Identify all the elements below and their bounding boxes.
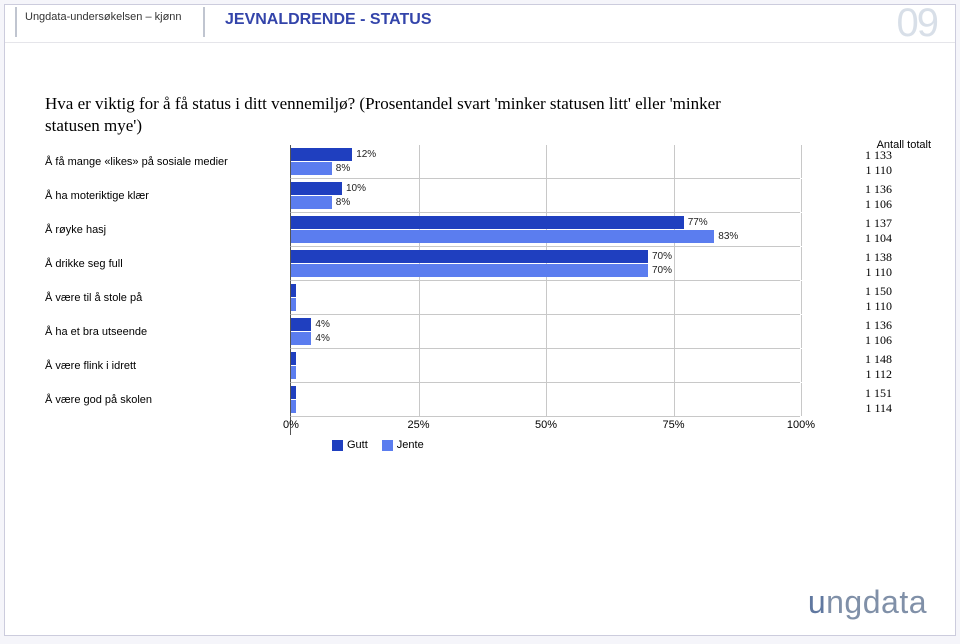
chart-row: Å være til å stole på 1 1501 110 xyxy=(45,281,925,315)
count-cell: 1 1381 110 xyxy=(800,247,910,281)
count-cell: 1 1361 106 xyxy=(800,315,910,349)
category-label: Å få mange «likes» på sosiale medier xyxy=(45,145,290,179)
count-cell: 1 1331 110 xyxy=(800,145,910,179)
count-value: 1 106 xyxy=(865,197,892,211)
legend-label: Gutt xyxy=(347,439,368,451)
bar-value-label: 4% xyxy=(311,318,329,331)
x-tick-label: 100% xyxy=(787,419,815,431)
chart-row: Å være flink i idrett 1 1481 112 xyxy=(45,349,925,383)
bar: 77% xyxy=(291,216,684,229)
bar-value-label: 8% xyxy=(332,196,350,209)
bar-group xyxy=(290,281,800,315)
count-value: 1 110 xyxy=(865,299,892,313)
legend-swatch xyxy=(382,440,393,451)
bar: 70% xyxy=(291,264,648,277)
bar-value-label: 4% xyxy=(311,332,329,345)
bar-group: 70%70% xyxy=(290,247,800,281)
bar-value-label: 83% xyxy=(714,230,738,243)
count-value: 1 110 xyxy=(865,163,892,177)
bar-value-label: 8% xyxy=(332,162,350,175)
slide-page: { "header": { "survey_label": "Ungdata-u… xyxy=(4,4,956,636)
x-tick-label: 50% xyxy=(535,419,557,431)
category-label: Å være god på skolen xyxy=(45,383,290,417)
x-axis: 0% 25% 50% 75% 100% xyxy=(45,417,925,435)
bar xyxy=(291,298,296,311)
bar-group: 4%4% xyxy=(290,315,800,349)
bar: 10% xyxy=(291,182,342,195)
count-value: 1 114 xyxy=(865,401,892,415)
slide-number: 09 xyxy=(897,1,938,46)
category-label: Å ha moteriktige klær xyxy=(45,179,290,213)
chart-row: Å få mange «likes» på sosiale medier12%8… xyxy=(45,145,925,179)
category-label: Å røyke hasj xyxy=(45,213,290,247)
x-tick-label: 75% xyxy=(662,419,684,431)
bar xyxy=(291,400,296,413)
count-value: 1 136 xyxy=(865,182,892,196)
count-value: 1 150 xyxy=(865,284,892,298)
bar xyxy=(291,352,296,365)
bar: 8% xyxy=(291,196,332,209)
page-title: JEVNALDRENDE - STATUS xyxy=(205,7,432,29)
bar-value-label: 70% xyxy=(648,264,672,277)
header: Ungdata-undersøkelsen – kjønn JEVNALDREN… xyxy=(5,5,955,43)
bar-value-label: 12% xyxy=(352,148,376,161)
survey-label: Ungdata-undersøkelsen – kjønn xyxy=(15,7,205,37)
legend-swatch xyxy=(332,440,343,451)
bar-group xyxy=(290,349,800,383)
x-tick-label: 0% xyxy=(283,419,299,431)
count-value: 1 148 xyxy=(865,352,892,366)
bar: 12% xyxy=(291,148,352,161)
chart-row: Å ha et bra utseende4%4%1 1361 106 xyxy=(45,315,925,349)
logo: ungdata xyxy=(808,584,927,621)
category-label: Å drikke seg full xyxy=(45,247,290,281)
bar: 8% xyxy=(291,162,332,175)
bar-group: 77%83% xyxy=(290,213,800,247)
count-value: 1 110 xyxy=(865,265,892,279)
legend-item: Jente xyxy=(382,439,424,451)
category-label: Å ha et bra utseende xyxy=(45,315,290,349)
bar xyxy=(291,284,296,297)
bar-group xyxy=(290,383,800,417)
count-value: 1 137 xyxy=(865,216,892,230)
count-cell: 1 1501 110 xyxy=(800,281,910,315)
chart-row: Å røyke hasj77%83%1 1371 104 xyxy=(45,213,925,247)
category-label: Å være flink i idrett xyxy=(45,349,290,383)
grouped-bar-chart: Å få mange «likes» på sosiale medier12%8… xyxy=(45,145,925,435)
legend-label: Jente xyxy=(397,439,424,451)
bar-group: 12%8% xyxy=(290,145,800,179)
legend-item: Gutt xyxy=(332,439,368,451)
bar: 70% xyxy=(291,250,648,263)
count-cell: 1 1481 112 xyxy=(800,349,910,383)
count-cell: 1 1511 114 xyxy=(800,383,910,417)
chart-row: Å ha moteriktige klær10%8%1 1361 106 xyxy=(45,179,925,213)
count-value: 1 136 xyxy=(865,318,892,332)
chart-container: Antall totalt Å få mange «likes» på sosi… xyxy=(5,145,955,451)
bar-group: 10%8% xyxy=(290,179,800,213)
bar xyxy=(291,366,296,379)
x-tick-label: 25% xyxy=(407,419,429,431)
count-value: 1 138 xyxy=(865,250,892,264)
chart-row: Å være god på skolen 1 1511 114 xyxy=(45,383,925,417)
bar: 4% xyxy=(291,332,311,345)
count-value: 1 112 xyxy=(865,367,892,381)
bar-value-label: 70% xyxy=(648,250,672,263)
count-value: 1 104 xyxy=(865,231,892,245)
count-cell: 1 1361 106 xyxy=(800,179,910,213)
count-value: 1 133 xyxy=(865,148,892,162)
question-text: Hva er viktig for å få status i ditt ven… xyxy=(5,43,765,145)
chart-row: Å drikke seg full70%70%1 1381 110 xyxy=(45,247,925,281)
legend: Gutt Jente xyxy=(45,435,945,451)
bar xyxy=(291,386,296,399)
bar-value-label: 10% xyxy=(342,182,366,195)
count-value: 1 106 xyxy=(865,333,892,347)
count-cell: 1 1371 104 xyxy=(800,213,910,247)
bar: 83% xyxy=(291,230,714,243)
bar: 4% xyxy=(291,318,311,331)
bar-value-label: 77% xyxy=(684,216,708,229)
category-label: Å være til å stole på xyxy=(45,281,290,315)
count-value: 1 151 xyxy=(865,386,892,400)
